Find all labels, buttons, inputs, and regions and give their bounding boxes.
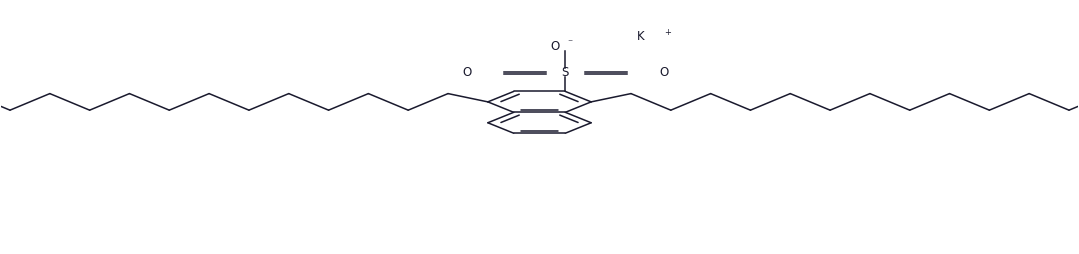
Text: S: S xyxy=(562,66,569,79)
Text: O: O xyxy=(659,66,668,79)
Text: ⁻: ⁻ xyxy=(568,38,573,48)
Text: O: O xyxy=(550,40,560,53)
Text: K: K xyxy=(637,30,644,43)
Text: +: + xyxy=(665,28,671,37)
Text: O: O xyxy=(463,66,472,79)
